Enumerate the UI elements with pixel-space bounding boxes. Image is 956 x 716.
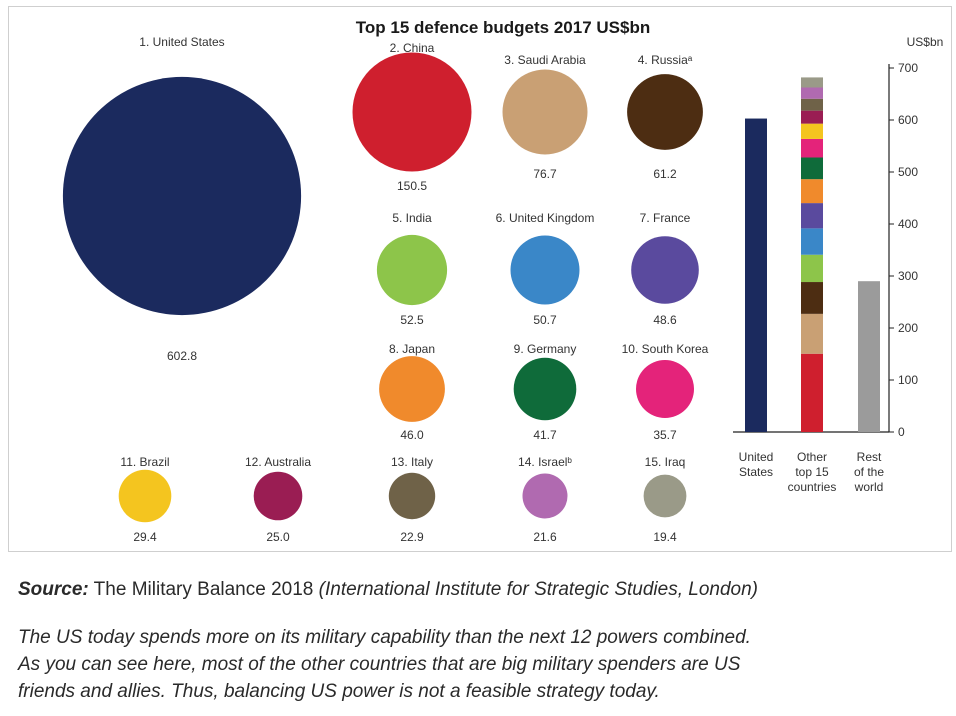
source-line: Source: The Military Balance 2018 (Inter… [18,579,948,601]
bar-segment-russia [801,282,823,314]
figure: Top 15 defence budgets 2017 US$bn 1. Uni… [8,6,952,552]
bubble-value-united-states: 602.8 [167,349,197,363]
bar-segment-iraq [801,77,823,88]
bubble-label-united-kingdom: 6. United Kingdom [496,211,595,225]
bubble-australia [253,471,303,521]
bubble-value-united-kingdom: 50.7 [533,313,557,327]
bubble-japan [379,356,445,422]
bubble-label-italy: 13. Italy [391,455,433,469]
bar-label: States [739,465,773,479]
defence-budget-chart: Top 15 defence budgets 2017 US$bn 1. Uni… [62,18,943,544]
bar-label: Rest [857,450,882,464]
bubble-value-india: 52.5 [400,313,424,327]
bubble-united-states [62,76,302,316]
y-tick-label: 600 [898,113,918,127]
bar-label: Other [797,450,827,464]
bubble-italy [388,472,436,520]
chart-title: Top 15 defence budgets 2017 US$bn [356,18,650,37]
bubble-label-iraq: 15. Iraq [645,455,686,469]
bar-label: countries [788,480,837,494]
bubble-value-israel: 21.6 [533,530,557,544]
bubble-label-china: 2. China [390,41,435,55]
bubble-value-russia: 61.2 [653,167,677,181]
bubble-value-china: 150.5 [397,179,427,193]
bubble-label-brazil: 11. Brazil [120,455,169,469]
bubble-france [631,236,699,304]
bubble-india [376,234,448,306]
bar-segment-saudi-arabia [801,313,823,354]
bubble-brazil [118,469,172,523]
bubble-label-saudi-arabia: 3. Saudi Arabia [504,53,586,67]
bubble-iraq [643,474,687,518]
source-text: The Military Balance 2018 [88,579,319,600]
bubble-value-south-korea: 35.7 [653,428,677,442]
bubble-south-korea [636,360,694,418]
bar-label: United [739,450,774,464]
figure-border [8,6,952,552]
bar-segment-australia [801,110,823,124]
bubble-united-kingdom [510,235,580,305]
y-tick-label: 0 [898,425,905,439]
bubble-value-iraq: 19.4 [653,530,677,544]
bar-segment-india [801,254,823,283]
bubble-china [352,52,472,172]
y-tick-label: 400 [898,217,918,231]
bubble-germany [513,357,577,421]
y-tick-label: 700 [898,61,918,75]
bar-segment-japan [801,179,823,204]
bubble-value-france: 48.6 [653,313,677,327]
y-tick-label: 100 [898,373,918,387]
bubble-label-south-korea: 10. South Korea [622,342,709,356]
bubble-value-australia: 25.0 [266,530,290,544]
bubble-value-saudi-arabia: 76.7 [533,167,557,181]
bubble-label-france: 7. France [640,211,691,225]
bubble-russia [627,74,703,150]
note-paragraph: The US today spends more on its military… [18,624,948,705]
y-tick-label: 500 [898,165,918,179]
bubble-label-israel: 14. Israelᵇ [518,455,572,469]
bar-segment-israel [801,87,823,99]
bubble-label-russia: 4. Russiaᵃ [638,53,693,67]
bubble-label-germany: 9. Germany [514,342,577,356]
bar-label: top 15 [795,465,829,479]
bubble-israel [522,473,568,519]
bar-segment-italy [801,98,823,111]
bar-segment-united-kingdom [801,228,823,255]
source-label: Source: [18,579,89,600]
y-tick-label: 200 [898,321,918,335]
bar-segment-brazil [801,123,823,139]
bubble-saudi-arabia [502,69,588,155]
note-line-1: The US today spends more on its military… [18,627,751,648]
bar-segment-south-korea [801,138,823,158]
y-tick-label: 300 [898,269,918,283]
bar-segment-germany [801,157,823,180]
source-publisher: (International Institute for Strategic S… [318,579,759,600]
bubble-value-italy: 22.9 [400,530,424,544]
bubble-label-japan: 8. Japan [389,342,435,356]
bubble-label-australia: 12. Australia [245,455,311,469]
note-line-2: As you can see here, most of the other c… [18,654,741,675]
bubbles-group: 1. United States 602.8 2. China 150.5 3. Sau… [62,35,709,544]
bar-segment-france [801,203,823,229]
bubble-value-japan: 46.0 [400,428,424,442]
bar-united-states [745,118,767,432]
bar-label: of the [854,465,884,479]
bubble-label-united-states: 1. United States [139,35,224,49]
bar-segment-china [801,353,823,432]
bar-label: world [854,480,884,494]
y-axis-unit: US$bn [907,35,944,49]
bubble-label-india: 5. India [392,211,432,225]
bubble-value-germany: 41.7 [533,428,557,442]
bar-rest-of-world [858,281,880,432]
bubble-value-brazil: 29.4 [133,530,157,544]
note-line-3: friends and allies. Thus, balancing US p… [18,681,660,702]
